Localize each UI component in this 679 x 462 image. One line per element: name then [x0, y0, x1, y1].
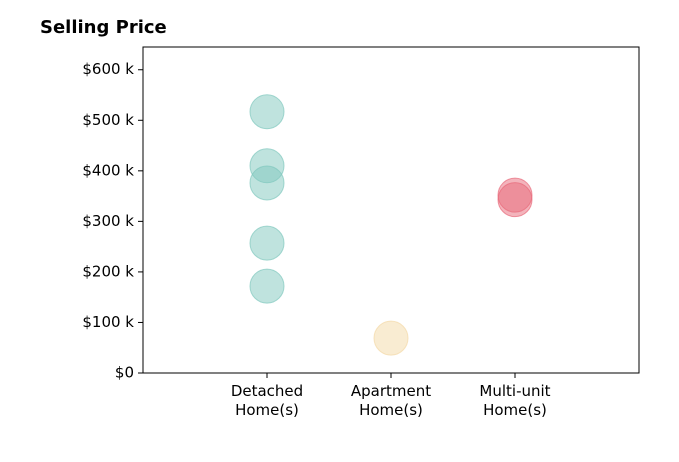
y-tick-label: $600 k [82, 60, 134, 78]
y-tick-label: $300 k [82, 212, 134, 230]
point [497, 182, 533, 218]
point [249, 225, 285, 261]
chart-title: Selling Price [40, 17, 167, 38]
y-tick-label: $400 k [82, 161, 134, 179]
x-tick-label: Detached Home(s) [230, 382, 304, 419]
point [373, 320, 409, 356]
point [249, 165, 285, 201]
x-tick-label: Multi-unit Home(s) [479, 382, 551, 419]
point [249, 268, 285, 304]
x-tick-label: Apartment Home(s) [350, 382, 432, 419]
y-tick-label: $200 k [82, 262, 134, 280]
y-tick-label: $500 k [82, 111, 134, 129]
y-tick-label: $0 [115, 364, 134, 382]
point [249, 94, 285, 130]
y-tick-label: $100 k [82, 313, 134, 331]
